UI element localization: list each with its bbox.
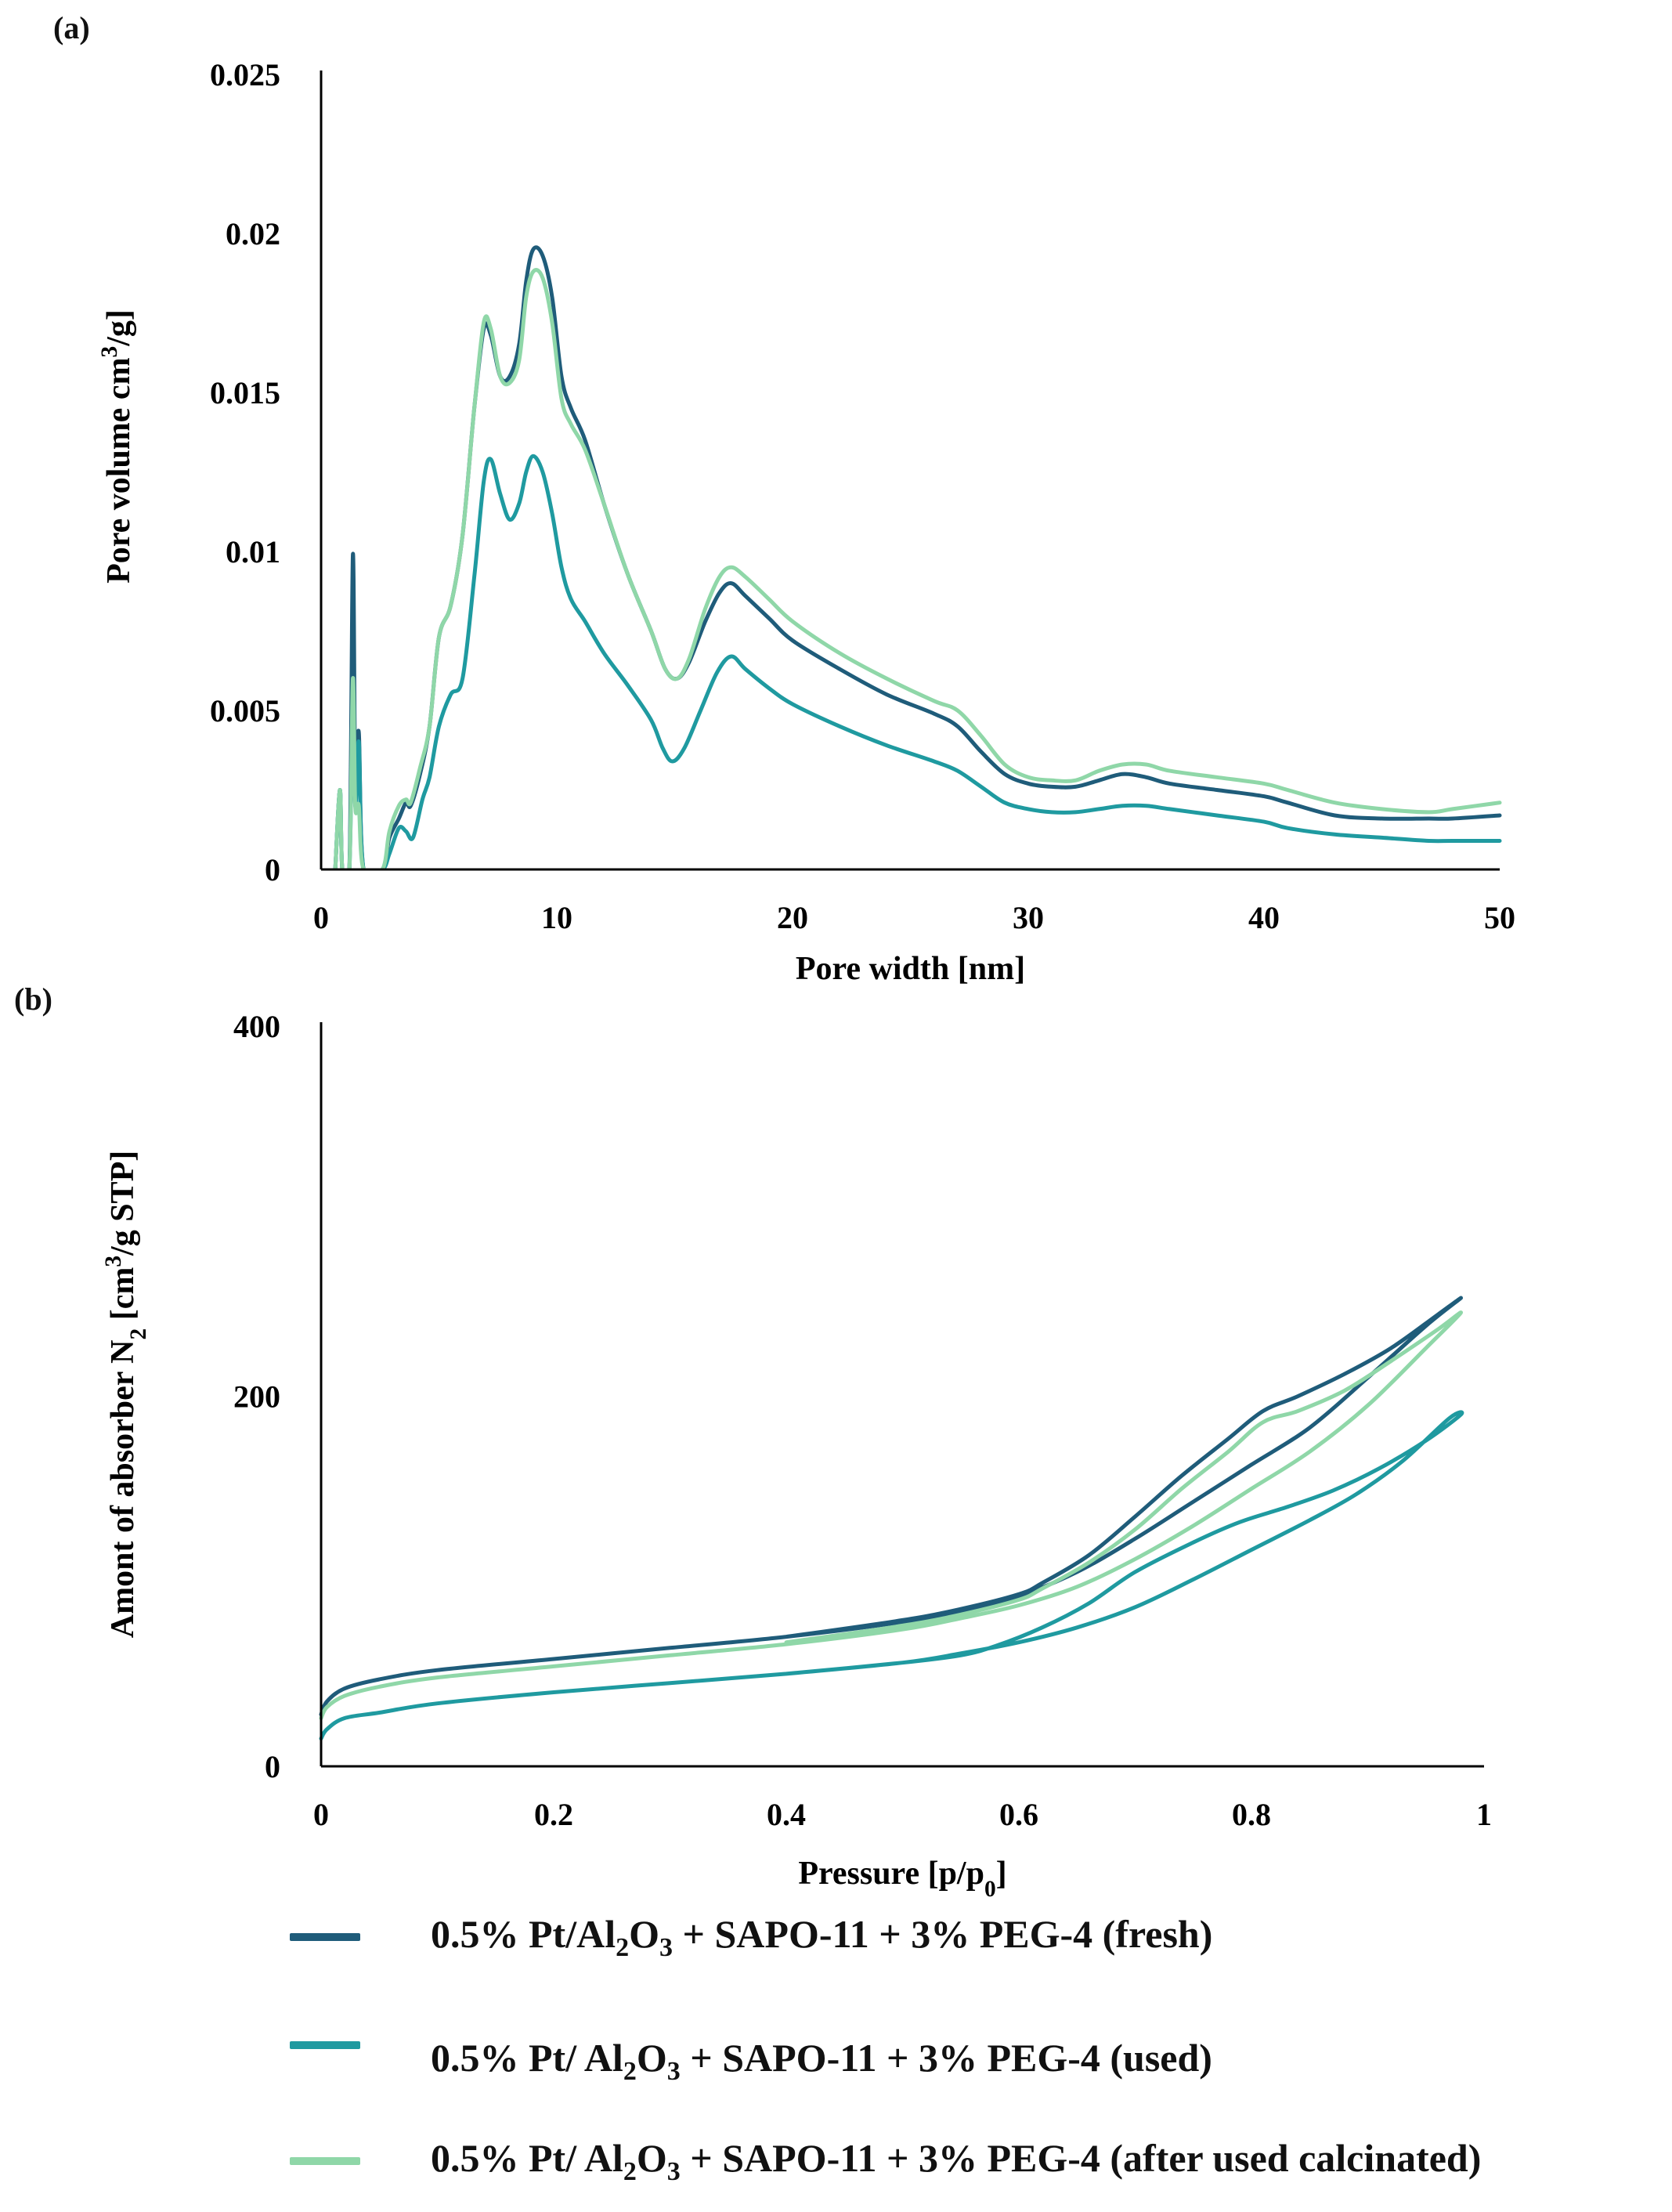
- y-tick-label-a: 0.015: [210, 375, 280, 410]
- legend-label-calcinated: 0.5% Pt/ Al2O3 + SAPO-11 + 3% PEG-4 (aft…: [431, 2136, 1482, 2186]
- legend-label-used: 0.5% Pt/ Al2O3 + SAPO-11 + 3% PEG-4 (use…: [431, 2036, 1212, 2086]
- series-line-b-fresh: [319, 1296, 1463, 1717]
- series-line-a-calcinated: [333, 268, 1502, 869]
- series-line-a-used: [333, 454, 1502, 869]
- x-tick-label-b: 0.2: [534, 1797, 573, 1832]
- panel-label-a: (a): [53, 10, 90, 45]
- y-tick-label-b: 400: [233, 1009, 280, 1044]
- x-tick-label-a: 0: [313, 900, 329, 935]
- chart-a: 0 10 20 30 40 50 0 0.005 0.01 0.015 0.02 0.025 Pore …: [97, 57, 1515, 987]
- legend-label-fresh: 0.5% Pt/Al2O3 + SAPO-11 + 3% PEG-4 (fres…: [431, 1912, 1213, 1962]
- y-axis-label-a: Pore volume cm3/g]: [97, 309, 137, 584]
- x-tick-label-b: 0.8: [1232, 1797, 1271, 1832]
- series-line-a-fresh: [333, 245, 1502, 869]
- y-tick-label-a: 0.025: [210, 57, 280, 92]
- x-tick-label-a: 10: [541, 900, 572, 935]
- x-tick-label-a: 40: [1248, 900, 1280, 935]
- panel-label-b: (b): [14, 981, 52, 1017]
- legend-swatch-calcinated: [290, 2157, 360, 2165]
- x-tick-label-b: 1: [1476, 1797, 1492, 1832]
- series-line-b-used: [319, 1410, 1464, 1741]
- x-tick-label-b: 0.4: [767, 1797, 806, 1832]
- y-axis-label-b: Amont of absorber N2 [cm3/g STP]: [101, 1151, 151, 1638]
- x-axis-label-a: Pore width [nm]: [796, 951, 1025, 987]
- x-tick-label-a: 20: [777, 900, 808, 935]
- y-tick-label-b: 200: [233, 1379, 280, 1415]
- chart-b: 0 0.2 0.4 0.6 0.8 1 0 200 400 Pressure [p/p0] Amon…: [101, 1009, 1492, 1902]
- x-tick-label-b: 0.6: [999, 1797, 1038, 1832]
- y-tick-label-a: 0.01: [226, 534, 280, 569]
- legend-swatch-used: [290, 2041, 360, 2049]
- y-tick-label-a: 0.02: [226, 216, 280, 251]
- series-line-b-calcinated: [319, 1310, 1463, 1721]
- x-axis-label-b: Pressure [p/p0]: [798, 1856, 1006, 1902]
- y-tick-label-a: 0.005: [210, 693, 280, 728]
- y-tick-label-b: 0: [265, 1749, 280, 1784]
- legend-swatch-fresh: [290, 1933, 360, 1941]
- y-tick-label-a: 0: [265, 852, 280, 887]
- x-tick-label-a: 30: [1013, 900, 1044, 935]
- x-tick-label-a: 50: [1484, 900, 1515, 935]
- x-tick-label-b: 0: [313, 1797, 329, 1832]
